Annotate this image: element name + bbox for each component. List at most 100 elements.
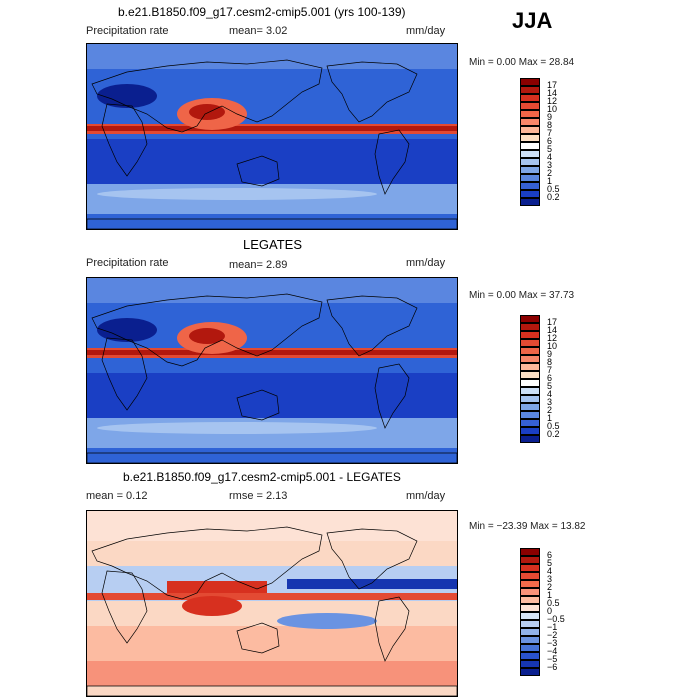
colorbar-swatch [520, 182, 540, 190]
colorbar-swatch [520, 190, 540, 198]
colorbar-swatch [520, 588, 540, 596]
colorbar-swatch [520, 564, 540, 572]
colorbar-tick-label: −5 [547, 654, 558, 664]
colorbar-swatch [520, 604, 540, 612]
colorbar-tick-label: 9 [547, 349, 553, 359]
colorbar-tick-label: 2 [547, 168, 553, 178]
colorbar-swatch [520, 636, 540, 644]
panel1-title: b.e21.B1850.f09_g17.cesm2-cmip5.001 (yrs… [118, 5, 406, 19]
colorbar-swatch [520, 174, 540, 182]
panel3-colorbar: 6 5 4 3 2 1 0.5 0 −0.5 −1 −2 −3 −4 −5 −6 [520, 548, 580, 698]
colorbar-swatch [520, 118, 540, 126]
colorbar-swatch [520, 620, 540, 628]
panel2-title: LEGATES [243, 237, 303, 252]
panel3-minmax: Min = −23.39 Max = 13.82 [469, 521, 586, 532]
colorbar-tick-label: 1 [547, 590, 553, 600]
colorbar-swatch [520, 628, 540, 636]
colorbar-tick-label: 6 [547, 550, 553, 560]
colorbar-tick-label: 4 [547, 152, 553, 162]
colorbar-swatch [520, 355, 540, 363]
panel1-map [86, 43, 458, 230]
colorbar-tick-label: 3 [547, 574, 553, 584]
colorbar-swatch [520, 166, 540, 174]
panel3-mean-label: mean = 0.12 [86, 490, 148, 502]
panel2-mean-label: mean= 2.89 [229, 259, 288, 271]
colorbar-swatch [520, 668, 540, 676]
colorbar-swatch [520, 403, 540, 411]
colorbar-swatch [520, 596, 540, 604]
colorbar-tick-label: 3 [547, 397, 553, 407]
colorbar-tick-label: 0.2 [547, 429, 560, 439]
colorbar-tick-label: 10 [547, 341, 558, 351]
colorbar-tick-label: −6 [547, 662, 558, 672]
colorbar-tick-label: 0.5 [547, 421, 560, 431]
colorbar-tick-label: 17 [547, 80, 558, 90]
colorbar-tick-label: 10 [547, 104, 558, 114]
colorbar-swatch [520, 387, 540, 395]
colorbar-tick-label: −4 [547, 646, 558, 656]
colorbar-swatch [520, 134, 540, 142]
panel1-units-label: mm/day [406, 25, 446, 37]
colorbar-tick-label: 1 [547, 176, 553, 186]
colorbar-swatch [520, 652, 540, 660]
colorbar-tick-label: −2 [547, 630, 558, 640]
colorbar-tick-label: 17 [547, 317, 558, 327]
colorbar-tick-label: −3 [547, 638, 558, 648]
colorbar-tick-label: 2 [547, 405, 553, 415]
colorbar-tick-label: 12 [547, 333, 558, 343]
colorbar-tick-label: 7 [547, 128, 553, 138]
panel1-colorbar: 17 14 12 10 9 8 7 6 5 4 3 2 1 0.5 0.2 [520, 78, 580, 228]
colorbar-swatch [520, 110, 540, 118]
panel1-minmax: Min = 0.00 Max = 28.84 [469, 57, 575, 68]
colorbar-tick-label: 5 [547, 381, 553, 391]
colorbar-swatch [520, 339, 540, 347]
colorbar-swatch [520, 435, 540, 443]
colorbar-tick-label: 1 [547, 413, 553, 423]
colorbar-tick-label: 0.2 [547, 192, 560, 202]
colorbar-tick-label: 0.5 [547, 184, 560, 194]
colorbar-swatch [520, 323, 540, 331]
colorbar-tick-label: 0 [547, 606, 553, 616]
colorbar-tick-label: 5 [547, 558, 553, 568]
colorbar-swatch [520, 363, 540, 371]
colorbar-swatch [520, 419, 540, 427]
colorbar-swatch [520, 331, 540, 339]
colorbar-tick-label: 5 [547, 144, 553, 154]
colorbar-swatch [520, 150, 540, 158]
colorbar-swatch [520, 198, 540, 206]
colorbar-tick-label: 14 [547, 88, 558, 98]
colorbar-swatch [520, 411, 540, 419]
colorbar-swatch [520, 427, 540, 435]
panel2-variable-label: Precipitation rate [86, 257, 169, 269]
colorbar-swatch [520, 612, 540, 620]
colorbar-swatch [520, 347, 540, 355]
panel1-variable-label: Precipitation rate [86, 25, 169, 37]
colorbar-tick-label: 6 [547, 373, 553, 383]
colorbar-swatch [520, 126, 540, 134]
colorbar-swatch [520, 102, 540, 110]
colorbar-tick-label: −1 [547, 622, 558, 632]
colorbar-swatch [520, 572, 540, 580]
colorbar-swatch [520, 315, 540, 323]
panel3-units-label: mm/day [406, 490, 446, 502]
colorbar-swatch [520, 94, 540, 102]
colorbar-tick-label: 14 [547, 325, 558, 335]
colorbar-swatch [520, 158, 540, 166]
colorbar-tick-label: 4 [547, 566, 553, 576]
colorbar-tick-label: 2 [547, 582, 553, 592]
panel2-units-label: mm/day [406, 257, 446, 269]
colorbar-swatch [520, 644, 540, 652]
panel2-colorbar: 17 14 12 10 9 8 7 6 5 4 3 2 1 0.5 0.2 [520, 315, 580, 465]
colorbar-swatch [520, 86, 540, 94]
colorbar-swatch [520, 371, 540, 379]
colorbar-tick-label: 3 [547, 160, 553, 170]
colorbar-swatch [520, 556, 540, 564]
colorbar-tick-label: 7 [547, 365, 553, 375]
colorbar-tick-label: −0.5 [547, 614, 565, 624]
colorbar-swatch [520, 78, 540, 86]
colorbar-tick-label: 9 [547, 112, 553, 122]
colorbar-swatch [520, 580, 540, 588]
colorbar-swatch [520, 395, 540, 403]
panel3-title: b.e21.B1850.f09_g17.cesm2-cmip5.001 - LE… [123, 470, 401, 484]
panel2-map [86, 277, 458, 464]
